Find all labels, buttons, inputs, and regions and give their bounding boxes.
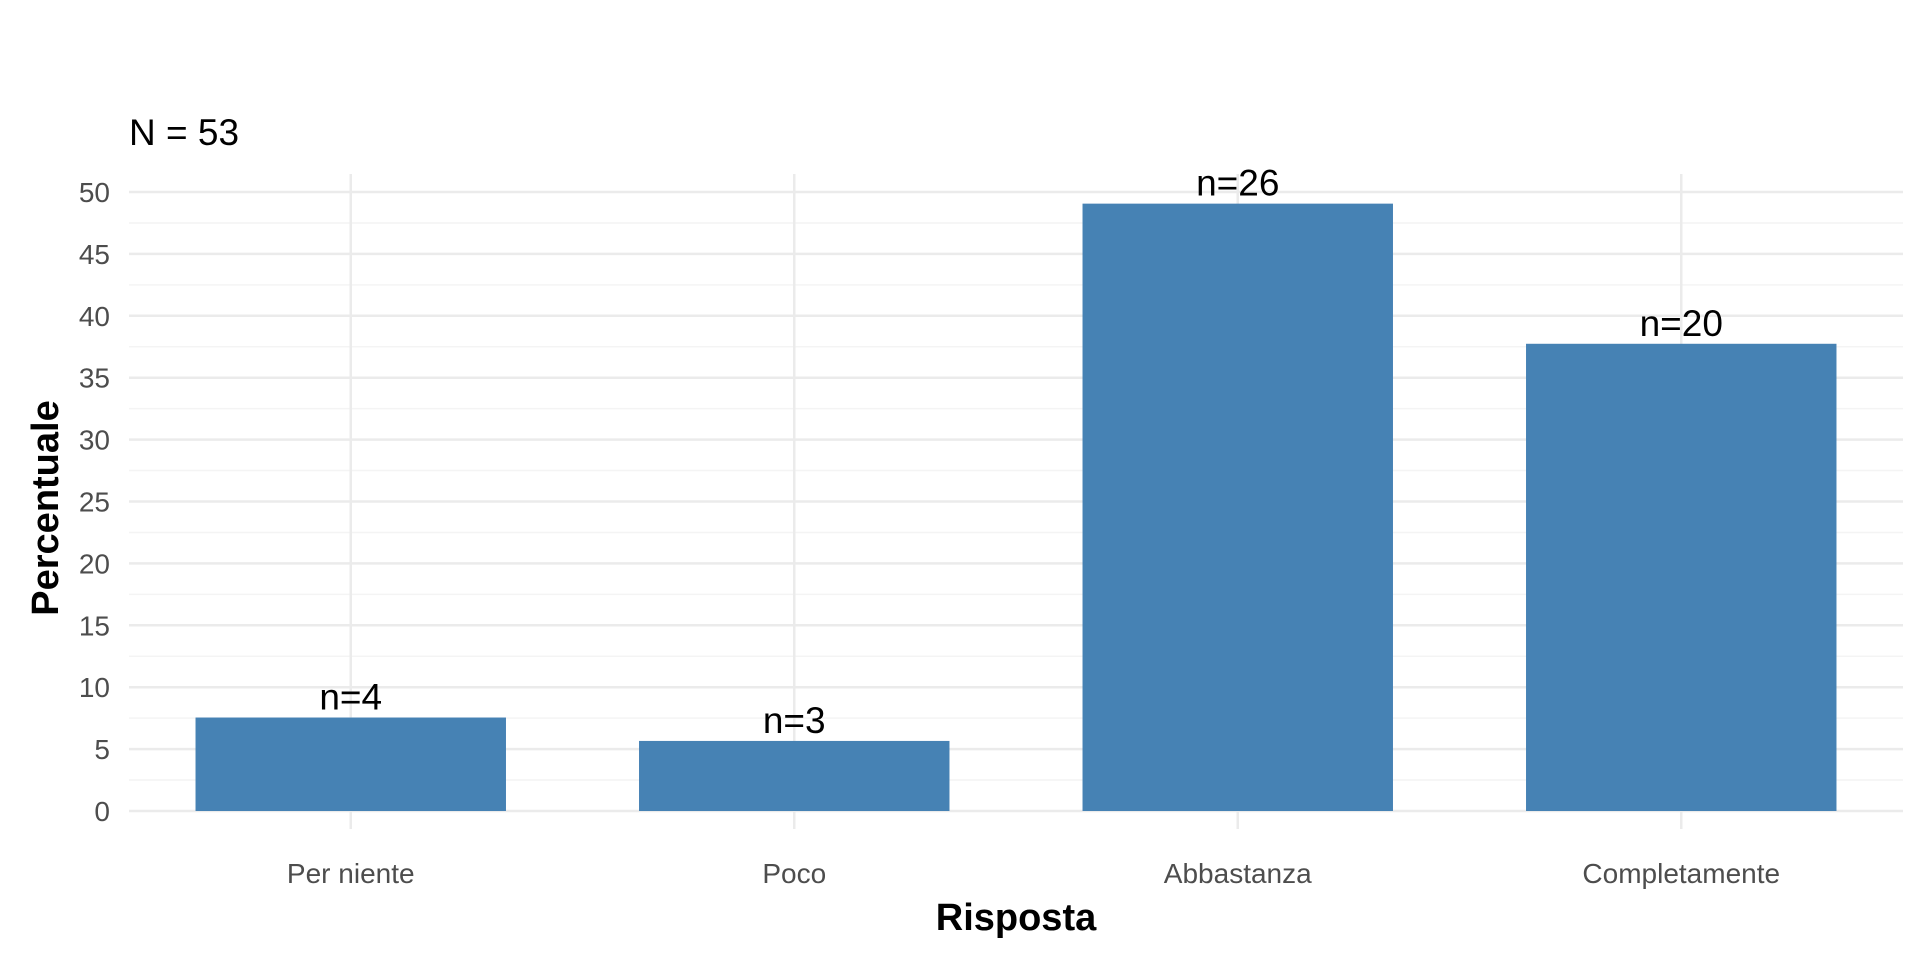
y-tick-label: 10 [79,672,110,703]
x-tick-label: Per niente [287,858,415,889]
y-tick-label: 25 [79,487,110,518]
bar-labels: n=4 n=3 n=26 n=20 [319,163,1723,741]
y-tick-label: 0 [94,796,110,827]
bars [195,203,1837,811]
x-tick-label: Poco [762,858,826,889]
bar-per-niente [195,717,506,811]
y-tick-label: 35 [79,363,110,394]
y-tick-label: 15 [79,610,110,641]
x-tick-label: Abbastanza [1164,858,1312,889]
x-tick-labels: Per niente Poco Abbastanza Completamente [287,858,1780,889]
chart-subtitle: N = 53 [129,112,239,153]
y-tick-label: 45 [79,239,110,270]
y-tick-label: 50 [79,177,110,208]
y-tick-label: 5 [94,734,110,765]
x-axis-title: Risposta [936,897,1097,939]
bar-abbastanza [1082,203,1393,811]
bar-data-label: n=26 [1196,163,1279,204]
bar-completamente [1526,343,1837,811]
y-tick-label: 30 [79,425,110,456]
x-tick-label: Completamente [1582,858,1780,889]
bar-data-label: n=4 [319,677,382,718]
y-tick-label: 40 [79,301,110,332]
bar-poco [639,740,950,811]
y-tick-label: 20 [79,548,110,579]
y-tick-labels: 0 5 10 15 20 25 30 35 40 45 50 [79,177,110,827]
bar-data-label: n=3 [763,700,826,741]
y-axis-title: Percentuale [25,400,67,615]
bar-data-label: n=20 [1640,303,1723,344]
